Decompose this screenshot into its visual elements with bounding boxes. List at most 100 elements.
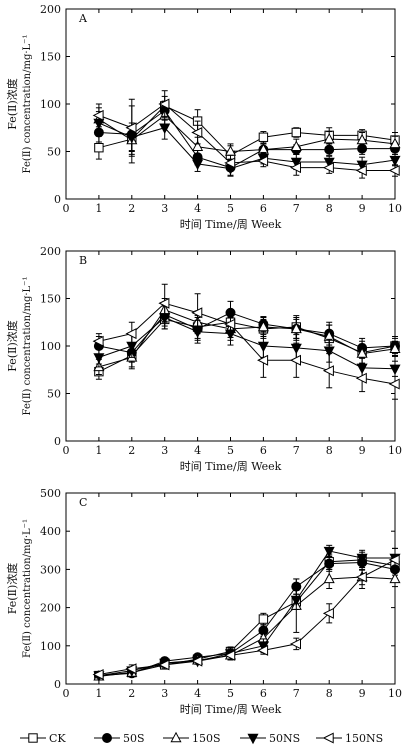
y-axis-label-cn: Fe(Ⅱ)浓度 xyxy=(5,320,19,372)
legend-item-50NS: 50NS xyxy=(240,732,300,745)
legend-label: 50S xyxy=(123,732,145,745)
series-50NS xyxy=(93,544,401,682)
y-axis-label-en: Fe(Ⅱ) concentration/mg·L⁻¹ xyxy=(22,519,33,658)
data-point xyxy=(158,297,170,309)
data-point xyxy=(192,140,204,151)
x-tick-label: 0 xyxy=(63,202,70,215)
data-point xyxy=(289,638,301,650)
data-point xyxy=(322,162,334,174)
x-tick-label: 5 xyxy=(227,444,234,457)
data-point xyxy=(322,607,334,619)
x-tick-label: 2 xyxy=(128,444,135,457)
series-150NS xyxy=(92,283,400,400)
x-tick-label: 5 xyxy=(227,202,234,215)
data-point xyxy=(257,354,269,366)
data-point xyxy=(159,123,171,135)
data-point xyxy=(389,342,401,354)
x-tick-label: 1 xyxy=(95,202,102,215)
data-point xyxy=(323,546,335,558)
legend-item-50S: 50S xyxy=(94,732,145,745)
x-tick-label: 2 xyxy=(128,687,135,700)
data-point xyxy=(224,157,236,169)
x-tick-label: 9 xyxy=(359,687,366,700)
data-point xyxy=(257,320,269,332)
x-tick-label: 8 xyxy=(326,687,333,700)
data-point xyxy=(289,162,301,174)
data-point xyxy=(389,137,401,149)
x-tick-label: 7 xyxy=(293,202,300,215)
y-tick-label: 300 xyxy=(40,563,61,576)
series-line xyxy=(98,105,396,156)
x-tick-label: 0 xyxy=(63,687,70,700)
legend-marker xyxy=(247,733,259,745)
series-50S xyxy=(93,554,400,681)
chart-legend: CK 50S 150S 50NS 150NS xyxy=(20,731,383,745)
x-tick-label: 3 xyxy=(161,687,168,700)
legend-marker xyxy=(28,733,38,743)
y-tick-label: 200 xyxy=(40,245,61,258)
x-tick-label: 7 xyxy=(293,687,300,700)
series-line xyxy=(98,318,396,373)
series-line xyxy=(98,109,395,169)
data-point xyxy=(258,132,269,142)
x-tick-label: 9 xyxy=(359,202,366,215)
data-point xyxy=(388,378,400,390)
series-150S xyxy=(93,103,401,160)
series-50S xyxy=(93,300,400,363)
series-150NS xyxy=(92,547,400,680)
y-tick-label: 100 xyxy=(40,340,61,353)
data-point xyxy=(324,558,335,569)
series-line xyxy=(98,114,396,153)
y-axis-label-cn: Fe(Ⅱ)浓度 xyxy=(5,78,19,130)
y-tick-label: 0 xyxy=(54,435,61,448)
data-point xyxy=(289,354,301,366)
data-point xyxy=(323,132,335,144)
x-tick-label: 4 xyxy=(194,687,201,700)
data-point xyxy=(92,335,104,347)
x-tick-label: 6 xyxy=(260,444,267,457)
x-tick-label: 0 xyxy=(63,444,70,457)
legend-label: 150S xyxy=(192,732,221,745)
series-line xyxy=(98,562,396,677)
data-point xyxy=(125,328,137,340)
x-tick-label: 2 xyxy=(128,202,135,215)
x-tick-label: 10 xyxy=(388,444,402,457)
data-point xyxy=(93,353,105,364)
data-point xyxy=(158,98,170,110)
x-tick-label: 7 xyxy=(293,444,300,457)
data-point xyxy=(389,572,401,584)
data-point xyxy=(322,365,334,377)
data-point xyxy=(355,164,367,177)
x-axis-label: 时间 Time/周 Week xyxy=(180,460,282,473)
y-tick-label: 50 xyxy=(47,146,61,159)
legend-marker xyxy=(322,732,334,744)
series-line xyxy=(98,576,396,677)
data-point xyxy=(125,663,137,675)
series-line xyxy=(98,550,395,677)
data-point xyxy=(158,659,170,671)
x-tick-label: 1 xyxy=(95,687,102,700)
data-point xyxy=(355,372,367,384)
x-tick-label: 8 xyxy=(326,202,333,215)
data-point xyxy=(290,595,302,607)
y-axis-label-cn: Fe(Ⅱ)浓度 xyxy=(5,563,19,615)
y-tick-label: 50 xyxy=(47,388,61,401)
x-tick-label: 10 xyxy=(388,687,402,700)
y-axis-label-en: Fe(Ⅱ) concentration/mg·L⁻¹ xyxy=(22,35,33,174)
x-tick-label: 6 xyxy=(260,687,267,700)
series-line xyxy=(98,312,396,354)
series-line xyxy=(98,559,396,677)
y-tick-label: 150 xyxy=(40,293,61,306)
y-tick-label: 100 xyxy=(40,640,61,653)
data-point xyxy=(356,133,368,145)
series-CK xyxy=(94,551,400,681)
data-point xyxy=(355,571,367,583)
x-tick-label: 9 xyxy=(359,444,366,457)
series-line xyxy=(98,316,396,370)
y-tick-label: 400 xyxy=(40,525,61,538)
data-point xyxy=(389,155,401,167)
data-point xyxy=(258,614,269,624)
series-line xyxy=(98,309,396,368)
legend-label: 150NS xyxy=(345,732,383,745)
